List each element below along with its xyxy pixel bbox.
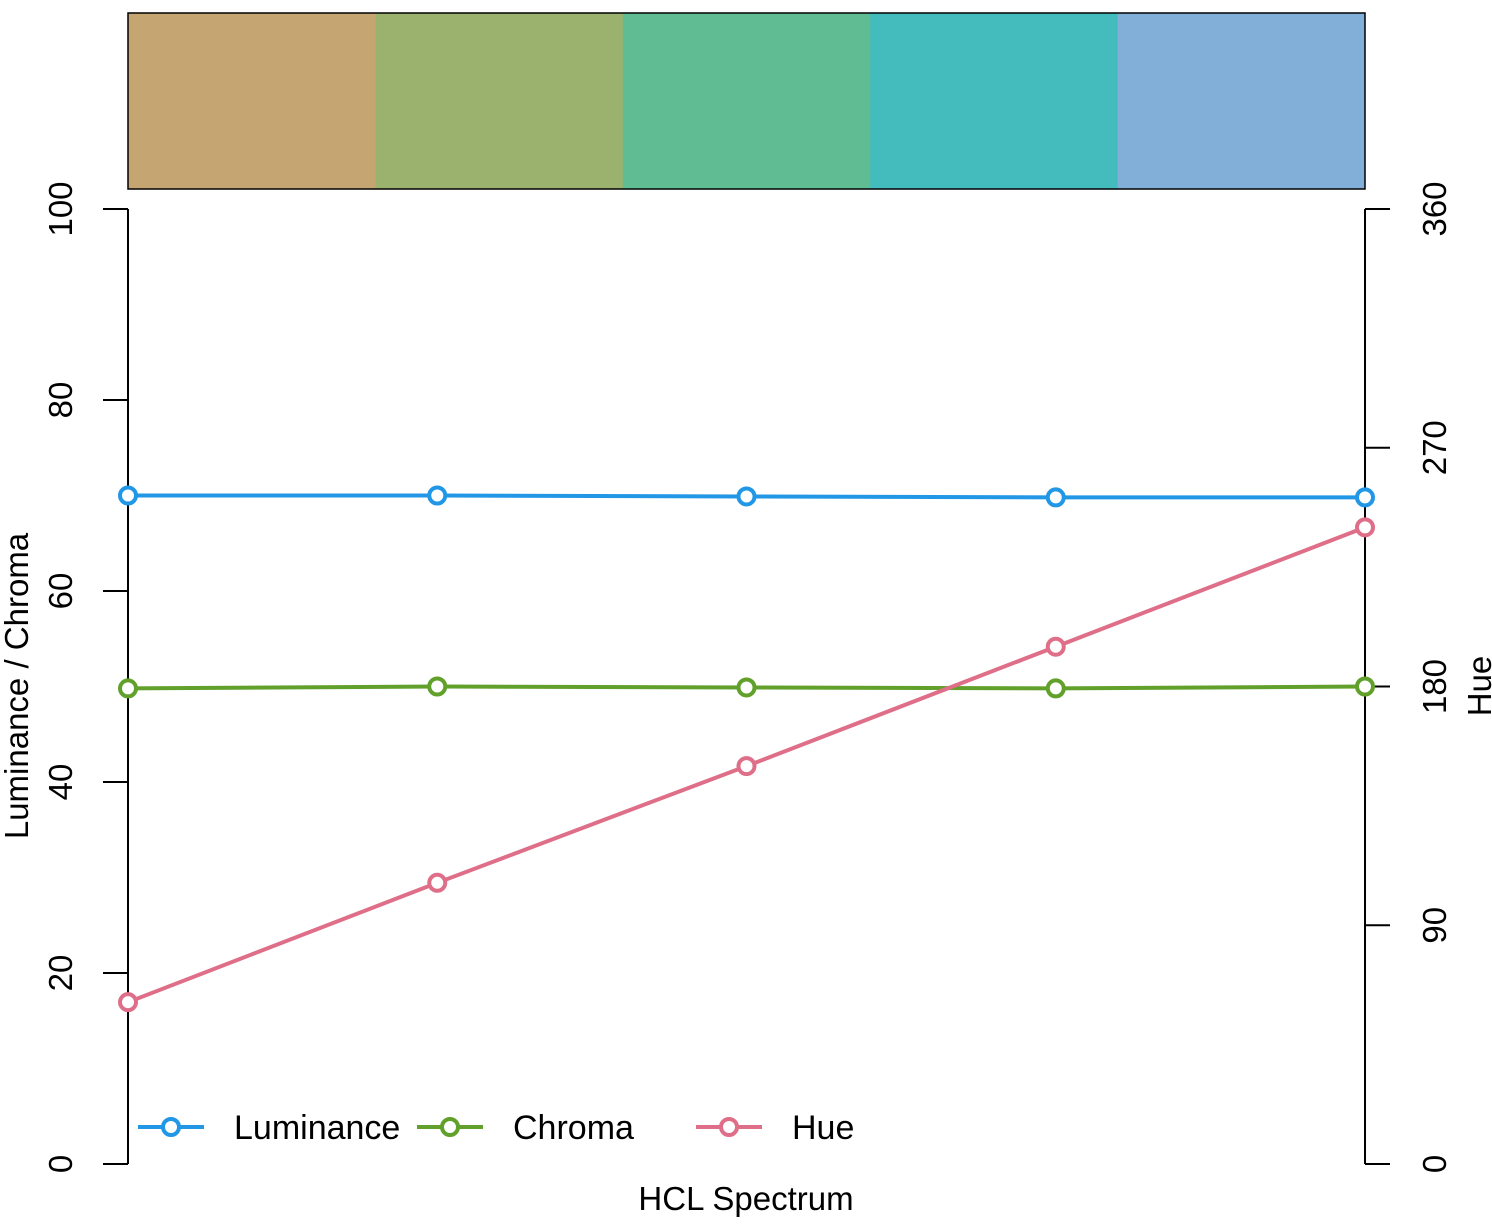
- y-left-tick-label: 100: [42, 181, 79, 236]
- chroma-point: [427, 676, 448, 697]
- hue-point: [736, 756, 757, 777]
- color-swatch: [128, 13, 376, 189]
- color-swatch-bar: [127, 12, 1366, 190]
- hue-point: [1045, 636, 1066, 657]
- y-left-tick-label: 80: [42, 382, 79, 419]
- series-lines: [118, 485, 1375, 1013]
- legend-hue-label: Hue: [792, 1109, 854, 1147]
- luminance-point: [736, 486, 757, 507]
- y-right-tick-label: 270: [1416, 420, 1453, 475]
- y-right-tick-label: 360: [1416, 181, 1453, 236]
- y-left-tick-label: 0: [42, 1155, 79, 1173]
- axes: 0 20 40 60 80 100 0 90 180 270 360: [42, 181, 1453, 1173]
- hue-point: [427, 872, 448, 893]
- hue-point: [1355, 517, 1375, 538]
- y-axis-right-title: Hue: [1461, 656, 1492, 717]
- luminance-point: [1045, 487, 1066, 508]
- y-right-tick-label: 180: [1416, 659, 1453, 714]
- legend-luminance-label: Luminance: [234, 1109, 400, 1147]
- chroma-point: [118, 678, 138, 699]
- y-left-tick-label: 40: [42, 764, 79, 801]
- y-left-tick-label: 60: [42, 573, 79, 610]
- luminance-point: [1355, 487, 1375, 508]
- color-swatch: [622, 13, 871, 189]
- y-right-tick-label: 90: [1416, 907, 1453, 944]
- legend-chroma-label: Chroma: [513, 1109, 634, 1147]
- legend-hue-marker: [719, 1117, 739, 1137]
- luminance-point: [118, 485, 138, 506]
- y-right-tick-label: 0: [1416, 1155, 1453, 1173]
- x-axis-title: HCL Spectrum: [638, 1180, 853, 1217]
- swatch-border: [127, 12, 1366, 190]
- color-swatch: [1117, 13, 1366, 189]
- y-left-tick-label: 20: [42, 955, 79, 992]
- chroma-point: [736, 677, 757, 698]
- legend-luminance-marker: [161, 1117, 181, 1137]
- hue-point: [118, 992, 138, 1013]
- legend-chroma-marker: [440, 1117, 460, 1137]
- chroma-point: [1045, 678, 1066, 699]
- legend: Luminance Chroma Hue: [138, 1109, 854, 1147]
- color-swatch: [375, 13, 624, 189]
- chroma-point: [1355, 676, 1375, 697]
- luminance-point: [427, 485, 448, 506]
- color-swatch: [870, 13, 1119, 189]
- y-axis-left-title: Luminance / Chroma: [0, 532, 35, 839]
